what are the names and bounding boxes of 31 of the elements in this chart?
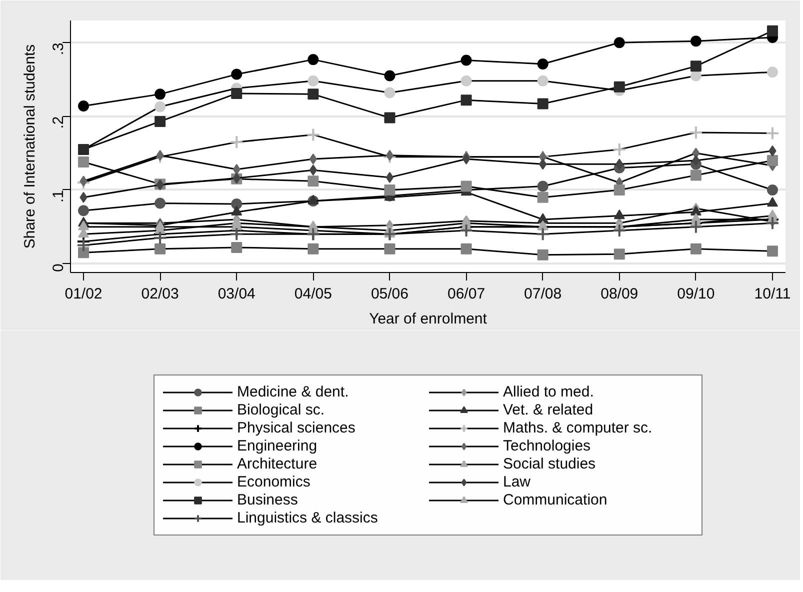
x-tick-label: 07/08 [524, 286, 562, 302]
legend-label: Maths. & computer sc. [503, 420, 654, 436]
x-tick-label: 05/06 [370, 286, 408, 302]
x-tick-label: 08/09 [600, 286, 638, 302]
legend-label: Engineering [237, 438, 318, 454]
x-tick-label: 01/02 [64, 286, 102, 302]
x-tick-label: 06/07 [448, 286, 486, 302]
y-tick-label: .3 [50, 42, 67, 56]
x-axis-title: Year of enrolment [369, 310, 488, 328]
legend-label: Business [237, 492, 299, 508]
legend-label: Biological sc. [237, 402, 326, 418]
x-tick-label: 03/04 [218, 286, 256, 302]
legend-label: Linguistics & classics [237, 510, 379, 526]
y-tick-label: 0 [50, 264, 67, 272]
x-tick-label: 10/11 [754, 286, 791, 302]
y-tick-label: .2 [50, 116, 67, 129]
legend-label: Medicine & dent. [237, 384, 350, 400]
x-tick-label: 04/05 [294, 286, 332, 302]
x-tick-label: 02/03 [141, 286, 179, 302]
x-tick-label: 09/10 [677, 286, 715, 302]
y-tick-label: .1 [50, 190, 67, 202]
legend-label: Technologies [503, 438, 592, 454]
legend-label: Architecture [237, 456, 318, 472]
legend-label: Social studies [503, 456, 597, 472]
legend-label: Vet. & related [503, 402, 594, 418]
legend-label: Allied to med. [503, 384, 595, 400]
legend-label: Physical sciences [237, 420, 356, 436]
legend-label: Economics [237, 474, 312, 490]
legend-label: Law [503, 474, 532, 490]
y-axis-title: Share of International students [22, 44, 38, 249]
legend-label: Communication [503, 492, 608, 508]
